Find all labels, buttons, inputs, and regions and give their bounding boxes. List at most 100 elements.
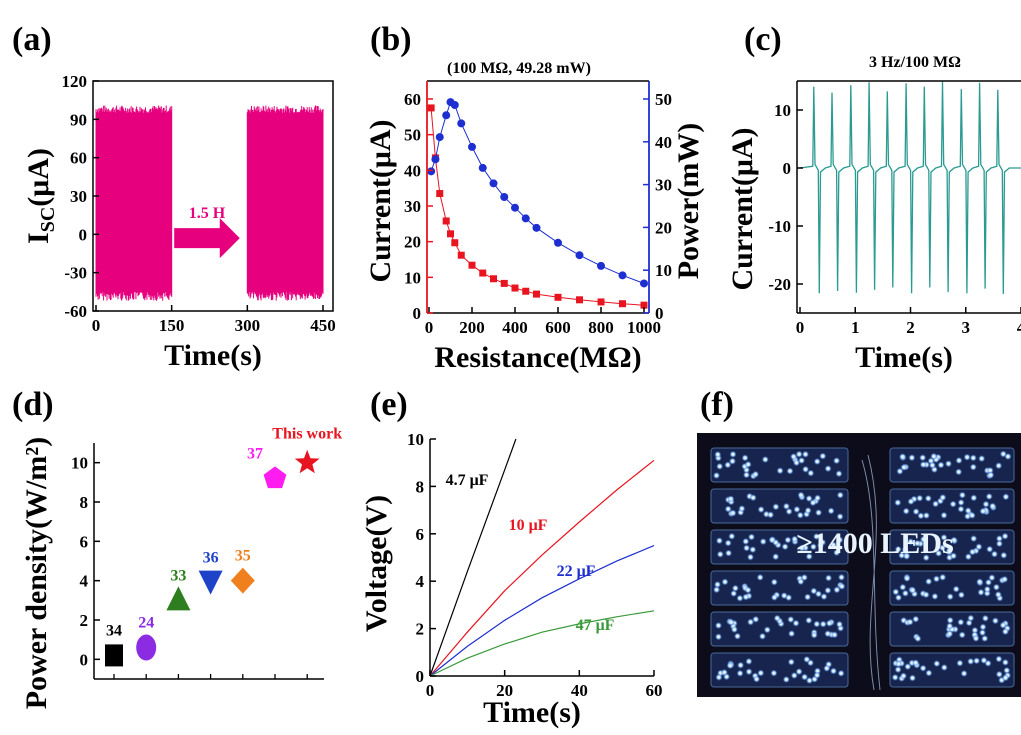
current-point — [533, 290, 540, 298]
led — [768, 536, 776, 544]
led — [831, 631, 838, 639]
led — [716, 463, 724, 470]
chart-panel-a: 1.5 H 0 150 300 450 -60 -30 0 30 60 90 120 Time(s) IS… — [22, 72, 336, 372]
led — [752, 470, 759, 478]
right-y-axis-title: Power(mW) — [672, 123, 705, 280]
power-point — [575, 251, 584, 260]
led — [970, 535, 978, 542]
led — [1002, 674, 1009, 682]
led — [804, 593, 811, 601]
led — [976, 578, 984, 586]
led — [791, 535, 799, 543]
led — [759, 538, 767, 545]
led — [715, 622, 722, 629]
charging-curve — [429, 610, 655, 677]
led — [995, 655, 1003, 663]
y-tick-label: 40 — [655, 133, 672, 152]
led — [895, 594, 902, 601]
led — [825, 574, 832, 582]
led — [748, 533, 755, 541]
led — [785, 508, 793, 515]
x-tick-label: 20 — [496, 681, 513, 700]
led — [906, 618, 914, 626]
y-tick-label: 0 — [79, 225, 88, 244]
led — [835, 470, 843, 478]
led — [810, 587, 818, 595]
current-point — [490, 275, 497, 283]
series-label: 4.7 μF — [446, 472, 489, 489]
power-point — [640, 279, 648, 288]
current-point — [522, 287, 530, 295]
x-tick-label: 300 — [235, 316, 261, 335]
led — [838, 583, 846, 590]
marker-label: 36 — [203, 550, 219, 567]
led — [809, 499, 817, 507]
led — [964, 507, 972, 514]
x-tick-label: 200 — [459, 318, 485, 337]
isc-signal-spikes — [246, 105, 324, 301]
marker-label: This work — [272, 426, 342, 443]
current-point — [640, 301, 648, 309]
led — [933, 575, 940, 583]
led — [895, 660, 902, 668]
led — [912, 615, 920, 623]
led — [1001, 575, 1009, 583]
led — [939, 573, 947, 581]
y-tick-label: -10 — [768, 217, 791, 236]
y-tick-label: 20 — [404, 233, 421, 252]
y-tick-label: 8 — [80, 493, 89, 512]
led — [803, 656, 811, 663]
led — [807, 469, 815, 477]
led — [744, 461, 752, 468]
y-tick-label: 0 — [655, 304, 664, 323]
led — [916, 494, 924, 502]
led — [940, 664, 948, 671]
y-tick-label: 50 — [655, 90, 672, 109]
x-tick-label: 1000 — [627, 318, 661, 337]
led — [729, 450, 737, 458]
panel-label-b: (b) — [370, 21, 412, 58]
led — [824, 465, 832, 472]
led — [994, 591, 1002, 598]
led-board — [889, 652, 1015, 688]
led — [982, 614, 989, 622]
led — [1001, 532, 1009, 540]
led — [955, 468, 963, 476]
x-tick-label: 4 — [1017, 318, 1021, 337]
led-field — [710, 447, 1015, 691]
led — [899, 583, 907, 591]
charging-curve — [429, 459, 655, 677]
led — [988, 574, 996, 582]
led — [798, 544, 806, 552]
y-tick-label: 0 — [413, 304, 422, 323]
led — [967, 614, 975, 622]
charging-curve — [429, 438, 517, 677]
led — [776, 467, 784, 475]
y-tick-label: 10 — [655, 261, 672, 280]
led — [736, 669, 744, 677]
led — [729, 457, 736, 465]
isc-signal-spikes — [95, 105, 173, 301]
left-y-axis-title: Current(μA) — [364, 119, 397, 282]
y-tick-label: 2 — [416, 620, 425, 639]
power-point — [431, 155, 440, 164]
power-point — [554, 238, 562, 247]
led — [967, 658, 975, 665]
y-tick-label: 0 — [416, 667, 425, 686]
led — [914, 635, 922, 642]
led — [939, 494, 947, 501]
led — [805, 617, 813, 624]
marker-ref-33 — [166, 586, 191, 611]
led — [830, 541, 837, 549]
power-point — [478, 163, 487, 172]
current-point — [511, 284, 519, 292]
led — [731, 626, 738, 633]
led — [757, 506, 765, 513]
led — [747, 553, 754, 561]
x-tick-label: 150 — [159, 316, 185, 335]
led — [933, 660, 941, 667]
power-point — [457, 119, 466, 128]
led — [727, 495, 735, 503]
led — [965, 553, 972, 561]
